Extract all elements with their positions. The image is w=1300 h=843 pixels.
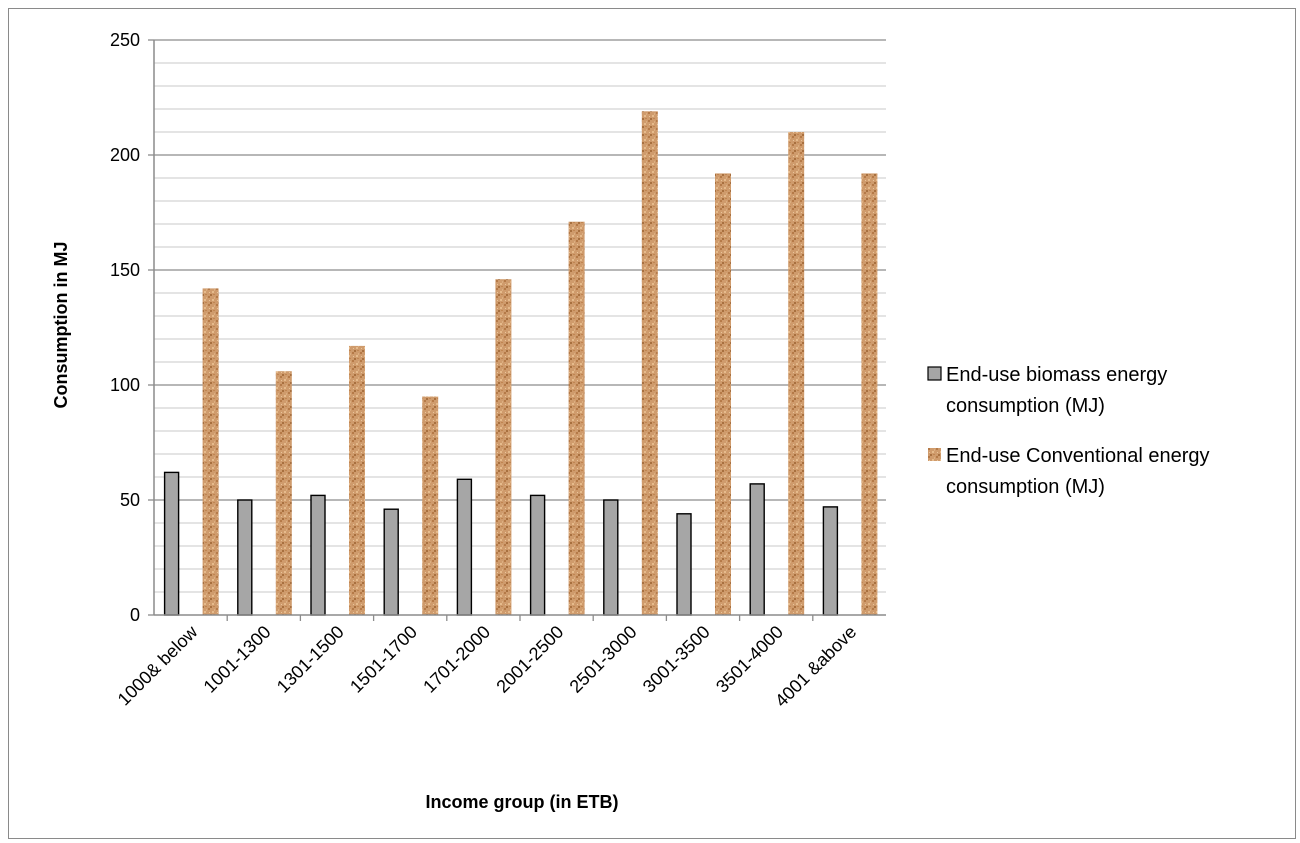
y-tick-label: 100 — [110, 375, 140, 395]
y-tick-label: 0 — [130, 605, 140, 625]
legend-label-biomass-line1: End-use biomass energy — [946, 364, 1167, 386]
x-tick-label: 1501-1700 — [346, 622, 421, 697]
y-tick-label: 250 — [110, 30, 140, 50]
legend-label-biomass-line2: consumption (MJ) — [946, 395, 1105, 417]
bar-biomass — [456, 478, 473, 616]
bar-biomass — [383, 508, 399, 616]
x-tick-label: 3501-4000 — [712, 622, 787, 697]
bar-conventional — [422, 396, 439, 615]
bar-biomass — [749, 483, 765, 616]
bar-conventional — [861, 173, 878, 615]
x-tick-label: 2501-3000 — [566, 622, 641, 697]
bar-conventional — [568, 221, 585, 615]
x-tick-label: 3001-3500 — [639, 622, 714, 697]
x-tick-label: 1000& below — [114, 621, 202, 709]
bar-conventional — [715, 173, 731, 615]
legend-swatch-conventional — [928, 448, 941, 461]
legend-label-conventional-line1: End-use Conventional energy — [946, 445, 1210, 467]
bar-conventional — [641, 111, 658, 616]
bar-biomass — [822, 506, 839, 616]
bar-biomass — [237, 499, 253, 616]
y-tick-label: 200 — [110, 145, 140, 165]
bar-biomass — [603, 499, 619, 616]
x-tick-label: 1701-2000 — [419, 622, 494, 697]
bar-biomass — [310, 494, 326, 616]
legend-item-conventional: End-use Conventional energy consumption … — [928, 445, 1210, 498]
bar-conventional — [349, 345, 365, 615]
bar-biomass — [163, 471, 180, 616]
legend: End-use biomass energy consumption (MJ) … — [927, 364, 1210, 498]
legend-label-conventional-line2: consumption (MJ) — [946, 476, 1105, 498]
y-axis-title: Consumption in MJ — [51, 242, 71, 409]
legend-item-biomass: End-use biomass energy consumption (MJ) — [927, 364, 1167, 417]
bar-biomass — [529, 494, 546, 616]
bar-conventional — [202, 288, 219, 615]
bar-conventional — [788, 132, 805, 615]
bar-conventional — [275, 371, 292, 615]
x-tick-label: 2001-2500 — [492, 622, 567, 697]
x-tick-label: 1001-1300 — [200, 622, 275, 697]
x-tick-label: 1301-1500 — [273, 622, 348, 697]
axes — [148, 39, 886, 621]
legend-swatch-biomass — [927, 366, 942, 381]
gridlines — [154, 39, 886, 593]
y-tick-label: 150 — [110, 260, 140, 280]
bar-biomass — [676, 513, 692, 616]
bars — [163, 111, 878, 616]
bar-conventional — [495, 279, 512, 615]
x-axis-title: Income group (in ETB) — [426, 792, 619, 812]
y-tick-label: 50 — [120, 490, 140, 510]
